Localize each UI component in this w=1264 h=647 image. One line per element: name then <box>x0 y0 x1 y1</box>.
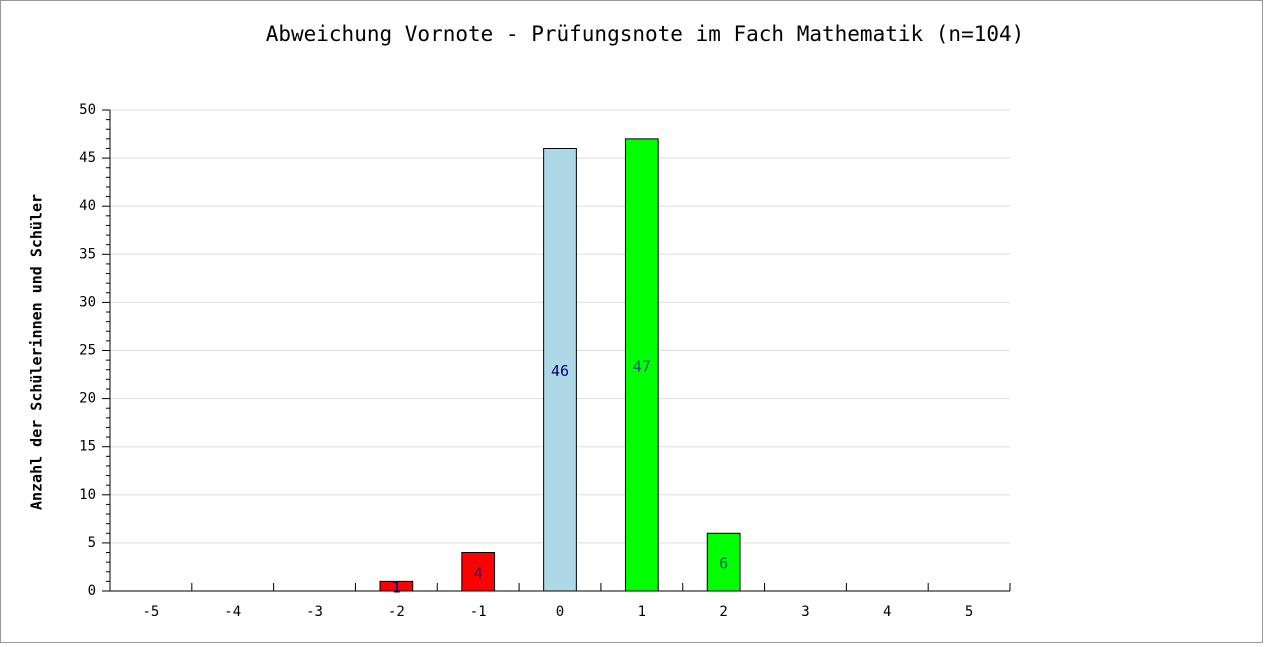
x-tick-label: 3 <box>801 604 809 620</box>
y-tick-label: 10 <box>79 487 96 503</box>
y-tick-label: 5 <box>88 535 96 551</box>
x-tick-label: 5 <box>965 604 973 620</box>
y-tick-label: 40 <box>79 198 96 214</box>
chart-title: Abweichung Vornote - Prüfungsnote im Fac… <box>266 22 1025 46</box>
x-tick-label: -1 <box>470 604 487 620</box>
data-label: 4 <box>474 564 483 582</box>
y-axis-label: Anzahl der Schülerinnen und Schüler <box>28 194 46 510</box>
bar <box>379 580 414 592</box>
x-tick-label: -5 <box>142 604 159 620</box>
x-tick-label: -2 <box>388 604 405 620</box>
x-tick-label: -3 <box>306 604 323 620</box>
y-tick-label: 35 <box>79 246 96 262</box>
x-tick-label: -4 <box>224 604 241 620</box>
bar <box>624 138 659 592</box>
bar <box>543 147 577 592</box>
x-tick-label: 1 <box>638 604 646 620</box>
x-tick-label: 2 <box>719 604 727 620</box>
data-label: 6 <box>719 555 728 573</box>
x-tick-label: 0 <box>556 604 564 620</box>
y-tick-label: 15 <box>79 439 96 455</box>
data-label: 47 <box>633 357 651 375</box>
x-tick-label: 4 <box>883 604 891 620</box>
y-tick-label: 20 <box>79 391 96 407</box>
bar <box>461 552 496 592</box>
data-label: 46 <box>551 362 569 380</box>
y-tick-label: 0 <box>88 583 96 599</box>
data-label: 1 <box>392 579 401 597</box>
y-tick-label: 45 <box>79 150 96 166</box>
bar <box>706 532 741 592</box>
y-tick-label: 30 <box>79 294 96 310</box>
y-tick-label: 25 <box>79 343 96 359</box>
y-tick-label: 50 <box>79 102 96 118</box>
